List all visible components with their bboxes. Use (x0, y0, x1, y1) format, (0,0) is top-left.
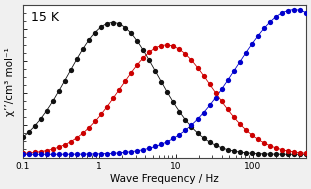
X-axis label: Wave Frequency / Hz: Wave Frequency / Hz (110, 174, 219, 184)
Y-axis label: χ’’/cm³ mol⁻¹: χ’’/cm³ mol⁻¹ (5, 47, 15, 115)
Text: 15 K: 15 K (31, 11, 59, 24)
